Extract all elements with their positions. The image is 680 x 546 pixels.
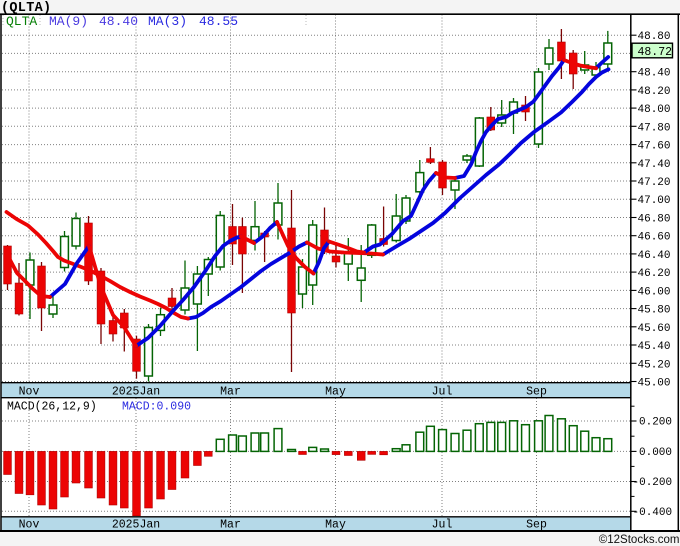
- svg-text:Nov: Nov: [19, 386, 40, 399]
- svg-text:45.20: 45.20: [638, 359, 671, 371]
- svg-text:Jul: Jul: [432, 386, 453, 399]
- svg-text:May: May: [325, 386, 346, 399]
- svg-text:46.40: 46.40: [638, 250, 671, 262]
- svg-text:47.00: 47.00: [638, 195, 671, 207]
- svg-text:0.000: 0.000: [639, 447, 672, 459]
- svg-text:45.60: 45.60: [638, 323, 671, 335]
- svg-text:48.55: 48.55: [199, 14, 238, 29]
- svg-text:46.00: 46.00: [638, 286, 671, 298]
- svg-text:47.20: 47.20: [638, 177, 671, 189]
- svg-text:46.80: 46.80: [638, 214, 671, 226]
- svg-text:47.40: 47.40: [638, 159, 671, 171]
- svg-text:May: May: [325, 519, 346, 532]
- svg-text:0.200: 0.200: [639, 417, 672, 429]
- svg-text:2025Jan: 2025Jan: [112, 386, 160, 399]
- svg-text:Mar: Mar: [220, 519, 241, 532]
- svg-text:46.20: 46.20: [638, 268, 671, 280]
- svg-text:MA(3): MA(3): [148, 14, 187, 29]
- svg-text:Nov: Nov: [19, 519, 40, 532]
- svg-text:47.60: 47.60: [638, 141, 671, 153]
- svg-text:48.40: 48.40: [638, 68, 671, 80]
- svg-text:MA(9): MA(9): [49, 14, 88, 29]
- svg-text:46.60: 46.60: [638, 232, 671, 244]
- svg-text:(QLTA): (QLTA): [1, 1, 51, 16]
- svg-text:QLTA: QLTA: [6, 14, 37, 29]
- svg-text:45.40: 45.40: [638, 341, 671, 353]
- svg-text:47.80: 47.80: [638, 122, 671, 134]
- svg-text:48.40: 48.40: [99, 14, 138, 29]
- svg-text:Jul: Jul: [432, 519, 453, 532]
- svg-text:MACD:0.090: MACD:0.090: [122, 401, 191, 414]
- svg-text:Sep: Sep: [526, 519, 547, 532]
- svg-text:©12Stocks.com: ©12Stocks.com: [599, 534, 680, 546]
- svg-text:Mar: Mar: [220, 386, 241, 399]
- svg-text:-0.400: -0.400: [633, 507, 673, 519]
- svg-text:48.80: 48.80: [638, 31, 671, 43]
- svg-text:-0.200: -0.200: [633, 477, 673, 489]
- svg-text:48.20: 48.20: [638, 86, 671, 98]
- svg-text:45.00: 45.00: [638, 378, 671, 390]
- svg-text:MACD(26,12,9): MACD(26,12,9): [7, 401, 97, 414]
- svg-text:2025Jan: 2025Jan: [112, 519, 160, 532]
- svg-text:48.00: 48.00: [638, 104, 671, 116]
- svg-text:45.80: 45.80: [638, 305, 671, 317]
- svg-text:Sep: Sep: [526, 386, 547, 399]
- svg-text:48.72: 48.72: [638, 46, 673, 59]
